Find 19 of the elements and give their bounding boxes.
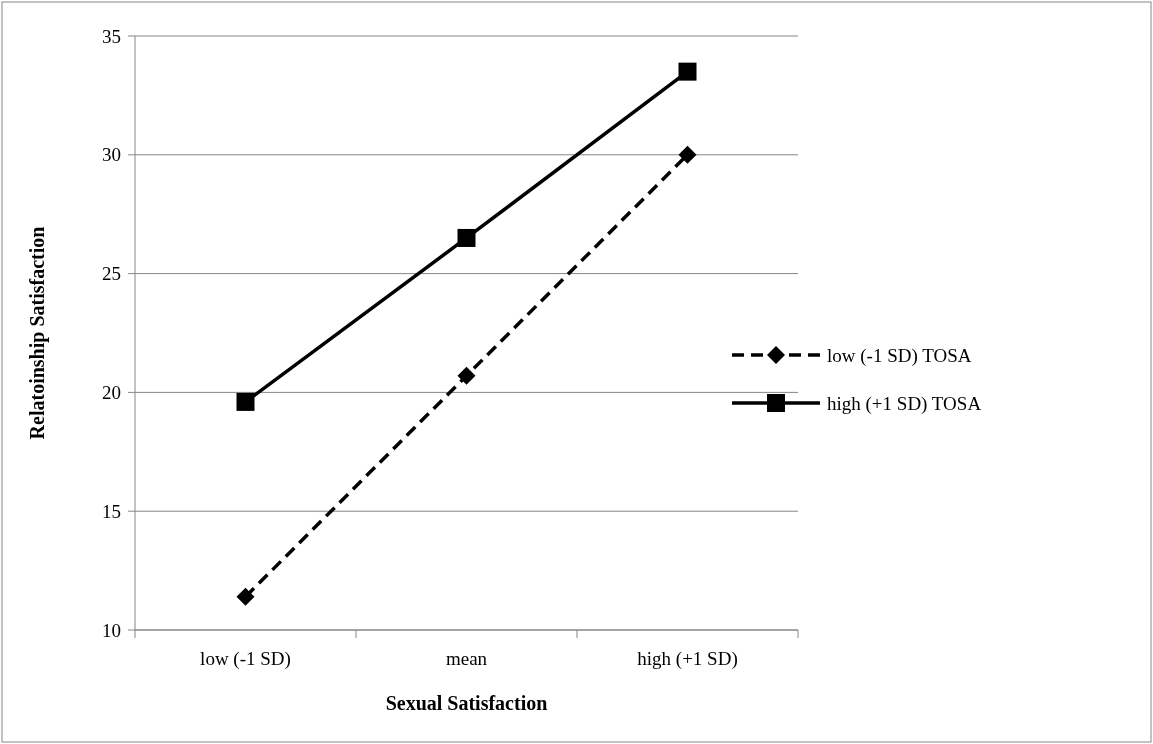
point bbox=[236, 587, 255, 606]
x-tick-label: high (+1 SD) bbox=[637, 647, 738, 670]
point bbox=[457, 366, 476, 385]
x-tick-label: mean bbox=[445, 647, 488, 669]
point bbox=[678, 62, 697, 81]
point bbox=[678, 145, 697, 164]
y-axis-title: Relatoinship Satisfaction bbox=[26, 226, 49, 440]
y-tick-label: 10 bbox=[102, 619, 121, 641]
y-tick-label: 30 bbox=[102, 144, 121, 166]
legend-label: high (+1 SD) TOSA bbox=[827, 392, 982, 415]
point bbox=[236, 392, 255, 411]
y-tick-label: 35 bbox=[102, 25, 121, 47]
y-tick-label: 15 bbox=[102, 500, 121, 522]
point bbox=[457, 228, 476, 247]
y-tick-label: 20 bbox=[102, 382, 121, 404]
x-tick-label: low (-1 SD) bbox=[200, 647, 291, 670]
x-axis-title: Sexual Satisfaction bbox=[385, 692, 548, 714]
y-tick-label: 25 bbox=[102, 263, 121, 285]
legend-label: low (-1 SD) TOSA bbox=[827, 344, 972, 367]
